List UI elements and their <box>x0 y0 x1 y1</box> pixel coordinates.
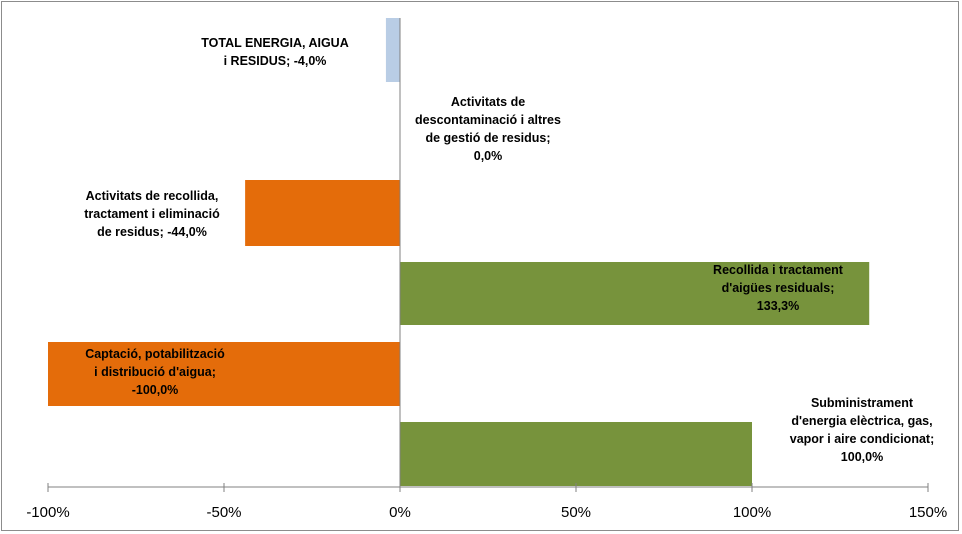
data-label: TOTAL ENERGIA, AIGUA i RESIDUS; -4,0% <box>201 36 348 68</box>
data-label: Subministrament d'energia elèctrica, gas,… <box>790 396 934 464</box>
data-label-line: Activitats de recollida, <box>86 189 219 203</box>
bar <box>400 422 752 486</box>
data-label-line: i distribució d'aigua; <box>94 365 216 379</box>
data-label-line: Activitats de <box>451 95 525 109</box>
data-label-line: de gestió de residus; <box>425 131 550 145</box>
data-label-line: de residus; -44,0% <box>97 225 207 239</box>
bar <box>245 180 400 246</box>
bar <box>385 18 400 82</box>
x-tick-label: -50% <box>206 504 241 521</box>
data-label-line: d'aigües residuals; <box>722 281 835 295</box>
data-label-line: 133,3% <box>757 299 799 313</box>
data-label-line: -100,0% <box>132 383 179 397</box>
bar <box>48 342 400 406</box>
data-label-line: tractament i eliminació <box>84 207 220 221</box>
data-label: Activitats de recollida, tractament i eli… <box>84 189 220 239</box>
data-label-line: 100,0% <box>841 450 883 464</box>
data-label-line: 0,0% <box>474 149 503 163</box>
x-tick-label: 0% <box>389 504 411 521</box>
data-label-line: vapor i aire condicionat; <box>790 432 934 446</box>
data-label: Captació, potabilització i distribució d'… <box>85 347 225 397</box>
data-label: Recollida i tractament d'aigües residuals… <box>713 263 844 313</box>
data-label-line: TOTAL ENERGIA, AIGUA <box>201 36 348 50</box>
data-label-line: descontaminació i altres <box>415 113 561 127</box>
data-label-line: Captació, potabilització <box>85 347 225 361</box>
x-tick-label: -100% <box>26 504 69 521</box>
x-tick-label: 50% <box>561 504 591 521</box>
bar <box>400 262 870 325</box>
data-label-line: Subministrament <box>811 396 914 410</box>
data-label-line: Recollida i tractament <box>713 263 844 277</box>
data-label-line: d'energia elèctrica, gas, <box>791 414 932 428</box>
data-label-line: i RESIDUS; -4,0% <box>224 54 327 68</box>
x-tick-label: 150% <box>909 504 947 521</box>
x-tick-label: 100% <box>733 504 771 521</box>
data-label: Activitats de descontaminació i altres de … <box>415 95 561 163</box>
